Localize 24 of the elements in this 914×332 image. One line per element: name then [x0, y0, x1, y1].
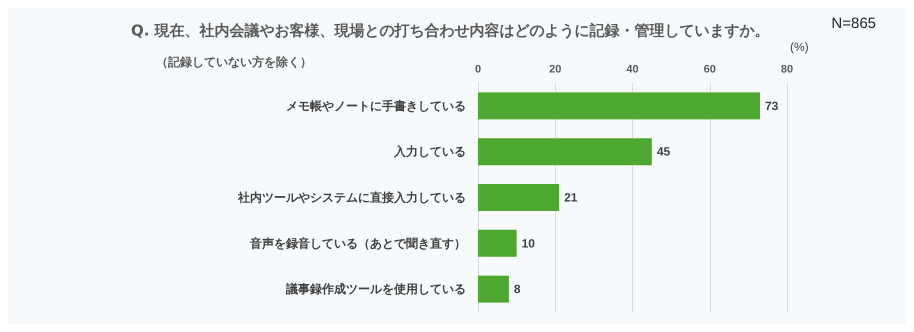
- bar: [478, 184, 560, 211]
- chart-title: Q. 現在、社内会議やお客様、現場との打ち合わせ内容はどのように記録・管理していますか。: [131, 22, 770, 40]
- text: （記録していない方を除く）: [156, 55, 312, 69]
- text: N=865: [831, 15, 876, 32]
- data-label: 45: [656, 144, 670, 159]
- y-tick-label: 入力している: [393, 144, 466, 159]
- bar: [478, 92, 760, 120]
- y-tick-label: 議事録作成ツールを使用している: [285, 282, 466, 296]
- y-tick-label: メモ帳やノートに手書きしている: [286, 98, 466, 113]
- x-tick-label: 40: [626, 64, 639, 76]
- x-tick-label: 20: [549, 64, 562, 76]
- bar: [478, 138, 652, 166]
- bar: [478, 276, 509, 303]
- x-tick-label: 80: [780, 64, 794, 76]
- x-tick-label: 60: [704, 64, 716, 76]
- bar: [478, 230, 517, 257]
- data-label: 73: [764, 98, 779, 113]
- data-label: 10: [522, 236, 536, 250]
- data-label: 8: [514, 282, 521, 296]
- x-tick-label: 0: [474, 64, 482, 76]
- x-axis-title: (%): [790, 40, 809, 54]
- y-tick-label: 社内ツールやシステムに直接入力している: [237, 190, 466, 204]
- data-label: 21: [564, 190, 578, 204]
- y-tick-label: 音声を録音している（あとで聞き直す）: [249, 236, 466, 250]
